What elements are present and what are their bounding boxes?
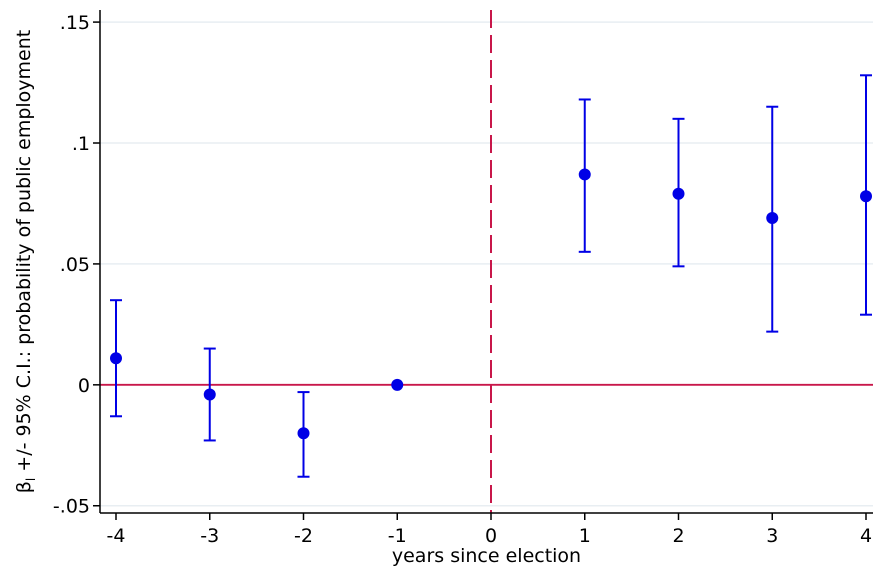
x-axis-title: years since election [392, 545, 581, 567]
estimate-point [110, 352, 122, 365]
estimate-point [860, 190, 872, 203]
estimate-point [297, 427, 310, 440]
estimate-point [391, 378, 404, 391]
x-tick-label: -1 [388, 525, 407, 547]
y-tick-label: -.05 [53, 496, 90, 518]
estimate-point [672, 187, 685, 200]
x-tick-label: 2 [672, 525, 684, 547]
x-tick-label: -2 [294, 525, 313, 547]
y-axis-title: βl +/- 95% C.I.: probability of public e… [13, 30, 38, 493]
axes [99, 10, 873, 514]
y-tick-label: 0 [78, 375, 90, 397]
y-axis-title-subscript: l [24, 478, 38, 481]
x-tick-label: 1 [579, 525, 591, 547]
estimate-point [203, 388, 216, 401]
tick-layer: -.05 0 .05 .1 .15 -4 -3 -2 -1 0 1 2 3 4 [53, 12, 872, 547]
data-layer [110, 74, 872, 478]
estimate-point [766, 211, 779, 224]
y-tick-label: .15 [60, 12, 90, 34]
x-tick-label: -4 [107, 525, 126, 547]
reference-lines [100, 10, 873, 513]
y-axis-title-rest: +/- 95% C.I.: probability of public empl… [13, 30, 35, 478]
x-tick-label: 0 [485, 525, 497, 547]
y-tick-label: .1 [72, 133, 90, 155]
y-axis-title-symbol: β [13, 481, 35, 493]
x-tick-label: 4 [860, 525, 872, 547]
estimate-point [578, 168, 591, 181]
x-tick-label: 3 [766, 525, 778, 547]
y-tick-label: .05 [60, 254, 90, 276]
grid-layer [100, 21, 873, 507]
x-tick-label: -3 [200, 525, 219, 547]
